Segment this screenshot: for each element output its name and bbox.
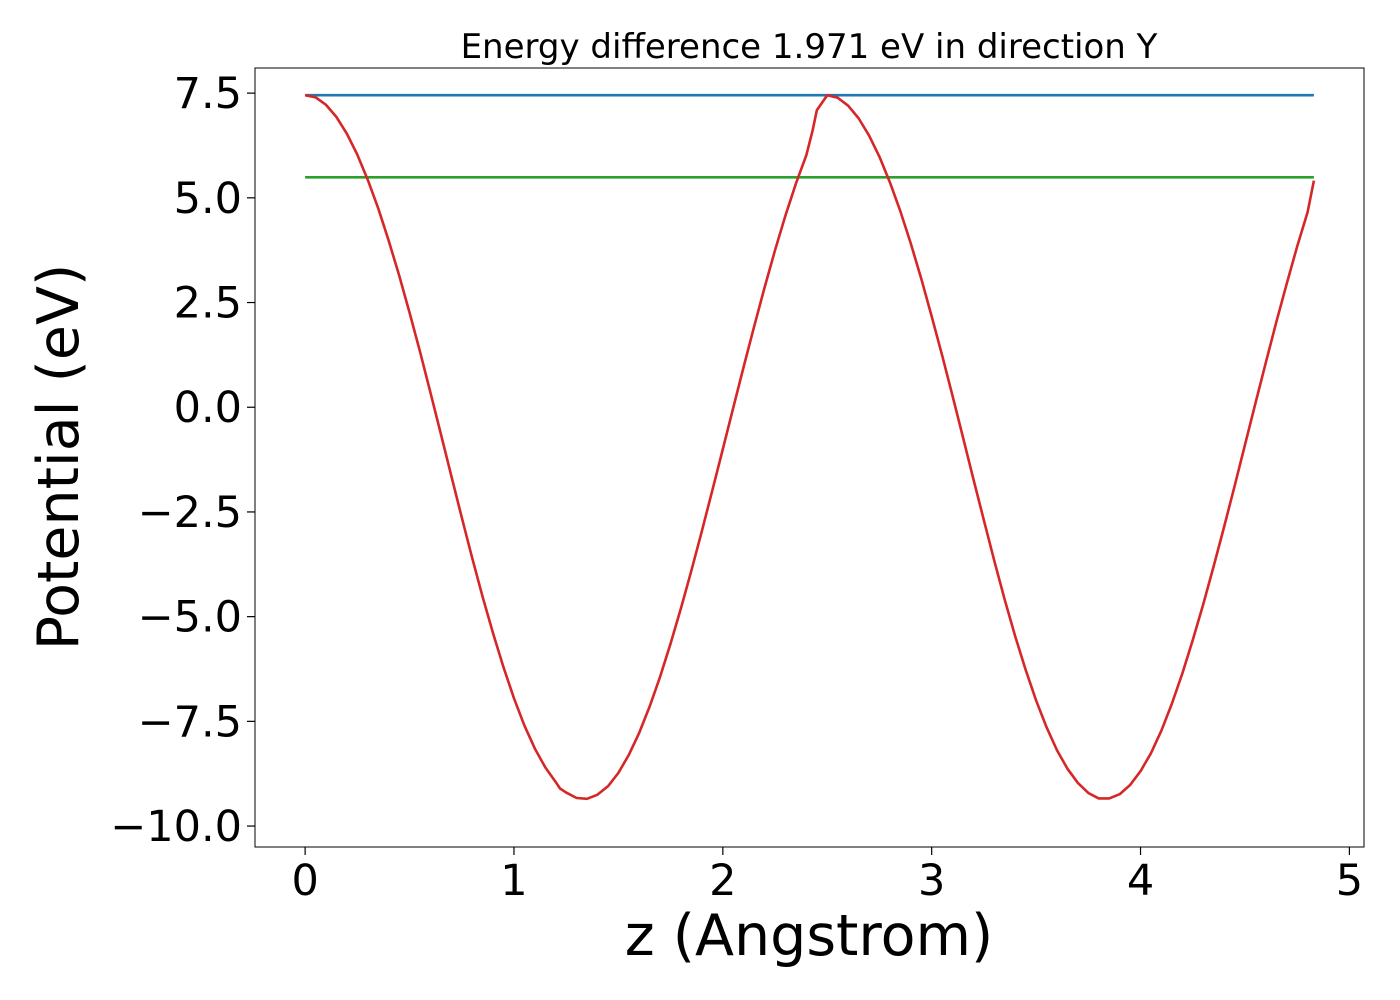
chart-title: Energy difference 1.971 eV in direction … <box>461 27 1158 67</box>
y-tick-label: −7.5 <box>138 697 242 747</box>
x-axis-label: z (Angstrom) <box>625 903 993 969</box>
y-tick-label: 7.5 <box>174 69 242 119</box>
y-tick-label: −10.0 <box>110 802 242 852</box>
x-tick-label: 1 <box>500 856 527 906</box>
x-tick-label: 3 <box>918 856 945 906</box>
y-tick-label: 0.0 <box>174 383 242 433</box>
y-tick-label: −5.0 <box>138 593 242 643</box>
axes-frame <box>254 67 1365 848</box>
axis-ticks: 0 1 2 3 4 5 7.5 5.0 2.5 0.0 −2.5 −5.0 −7.5 −10.0 <box>110 69 1363 906</box>
x-tick-label: 4 <box>1127 856 1154 906</box>
y-tick-label: 2.5 <box>174 279 242 329</box>
y-tick-label: −2.5 <box>138 488 242 538</box>
y-tick-label: 5.0 <box>174 174 242 224</box>
x-tick-label: 2 <box>709 856 736 906</box>
potential-curve-2 <box>304 93 1316 801</box>
x-tick-label: 0 <box>291 856 318 906</box>
plot-area <box>304 93 1316 801</box>
y-axis-label: Potential (eV) <box>26 264 92 650</box>
x-tick-label: 5 <box>1336 856 1363 906</box>
